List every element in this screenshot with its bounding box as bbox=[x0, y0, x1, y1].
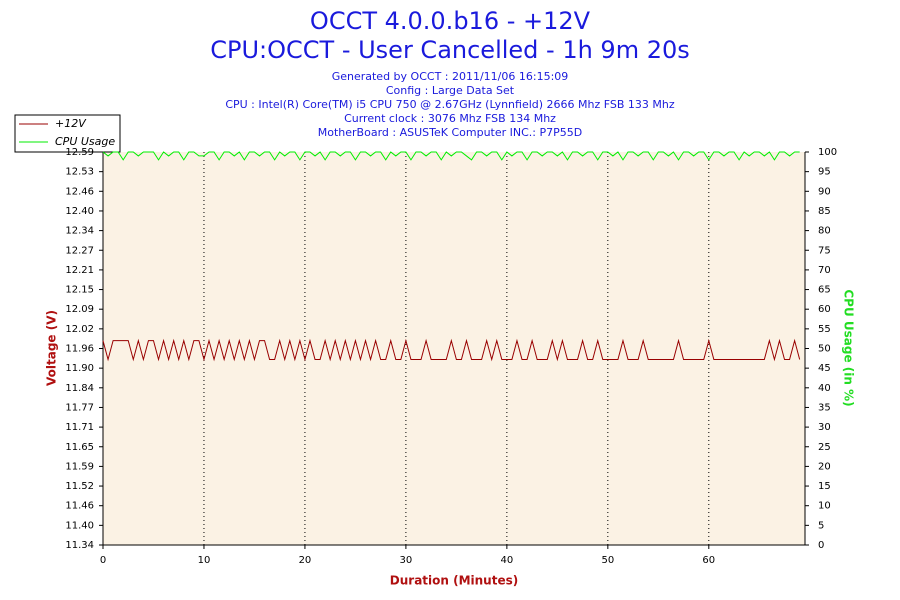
y2-tick-label: 25 bbox=[818, 442, 831, 453]
y-tick-label: 11.52 bbox=[65, 481, 94, 492]
y2-tick-label: 45 bbox=[818, 363, 831, 374]
y-tick-label: 11.84 bbox=[65, 383, 94, 394]
x-tick-label: 10 bbox=[198, 555, 211, 566]
y2-tick-label: 0 bbox=[818, 540, 824, 551]
y2-axis-label: CPU Usage (in %) bbox=[842, 289, 856, 406]
y2-tick-label: 40 bbox=[818, 383, 831, 394]
plot-area bbox=[103, 152, 805, 545]
subtitle: Current clock : 3076 Mhz FSB 134 Mhz bbox=[344, 112, 556, 125]
y-tick-label: 12.53 bbox=[65, 167, 94, 178]
y2-tick-label: 100 bbox=[818, 147, 837, 158]
y2-tick-label: 55 bbox=[818, 324, 831, 335]
y2-tick-label: 80 bbox=[818, 226, 831, 237]
legend-label: CPU Usage bbox=[55, 135, 115, 148]
y2-tick-label: 20 bbox=[818, 461, 831, 472]
y-tick-label: 11.34 bbox=[65, 540, 94, 551]
y-tick-label: 11.65 bbox=[65, 442, 94, 453]
subtitle: MotherBoard : ASUSTeK Computer INC.: P7P… bbox=[318, 126, 582, 139]
y-tick-label: 12.46 bbox=[65, 186, 94, 197]
data-line bbox=[102, 151, 800, 161]
y-tick-label: 12.27 bbox=[65, 245, 94, 256]
y2-tick-label: 70 bbox=[818, 265, 831, 276]
y2-tick-label: 95 bbox=[818, 167, 831, 178]
subtitle: CPU : Intel(R) Core(TM) i5 CPU 750 @ 2.6… bbox=[225, 98, 675, 111]
y2-tick-label: 50 bbox=[818, 344, 831, 355]
y2-tick-label: 65 bbox=[818, 285, 831, 296]
legend-label: +12V bbox=[55, 117, 87, 130]
chart-title: OCCT 4.0.0.b16 - +12V bbox=[310, 7, 591, 35]
y2-tick-label: 30 bbox=[818, 422, 831, 433]
y2-tick-label: 85 bbox=[818, 206, 831, 217]
y2-tick-label: 15 bbox=[818, 481, 831, 492]
y2-tick-label: 5 bbox=[818, 520, 824, 531]
y-tick-label: 12.02 bbox=[65, 324, 94, 335]
x-tick-label: 60 bbox=[702, 555, 715, 566]
subtitle: Generated by OCCT : 2011/11/06 16:15:09 bbox=[332, 70, 569, 83]
y2-tick-label: 35 bbox=[818, 402, 831, 413]
x-axis-label: Duration (Minutes) bbox=[390, 574, 518, 588]
y-tick-label: 11.77 bbox=[65, 402, 94, 413]
data-line bbox=[102, 338, 801, 362]
chart-title: CPU:OCCT - User Cancelled - 1h 9m 20s bbox=[210, 36, 690, 64]
y2-tick-label: 60 bbox=[818, 304, 831, 315]
y-tick-label: 11.90 bbox=[65, 363, 94, 374]
y-tick-label: 12.40 bbox=[65, 206, 94, 217]
y-tick-label: 11.40 bbox=[65, 520, 94, 531]
subtitle: Config : Large Data Set bbox=[386, 84, 515, 97]
y-tick-label: 11.46 bbox=[65, 501, 94, 512]
y-tick-label: 12.21 bbox=[65, 265, 94, 276]
y-tick-label: 11.96 bbox=[65, 344, 94, 355]
y-tick-label: 12.09 bbox=[65, 304, 94, 315]
y-tick-label: 12.59 bbox=[65, 147, 94, 158]
y2-tick-label: 75 bbox=[818, 245, 831, 256]
y-tick-label: 11.59 bbox=[65, 461, 94, 472]
x-tick-label: 30 bbox=[400, 555, 413, 566]
y-tick-label: 12.34 bbox=[65, 226, 94, 237]
y-tick-label: 11.71 bbox=[65, 422, 94, 433]
y2-tick-label: 10 bbox=[818, 501, 831, 512]
x-tick-label: 50 bbox=[601, 555, 614, 566]
y-tick-label: 12.15 bbox=[65, 285, 94, 296]
x-tick-label: 40 bbox=[500, 555, 513, 566]
x-tick-label: 20 bbox=[299, 555, 312, 566]
y2-tick-label: 90 bbox=[818, 186, 831, 197]
y-axis-label: Voltage (V) bbox=[45, 310, 59, 386]
legend-box bbox=[14, 114, 121, 153]
x-tick-label: 0 bbox=[100, 555, 106, 566]
